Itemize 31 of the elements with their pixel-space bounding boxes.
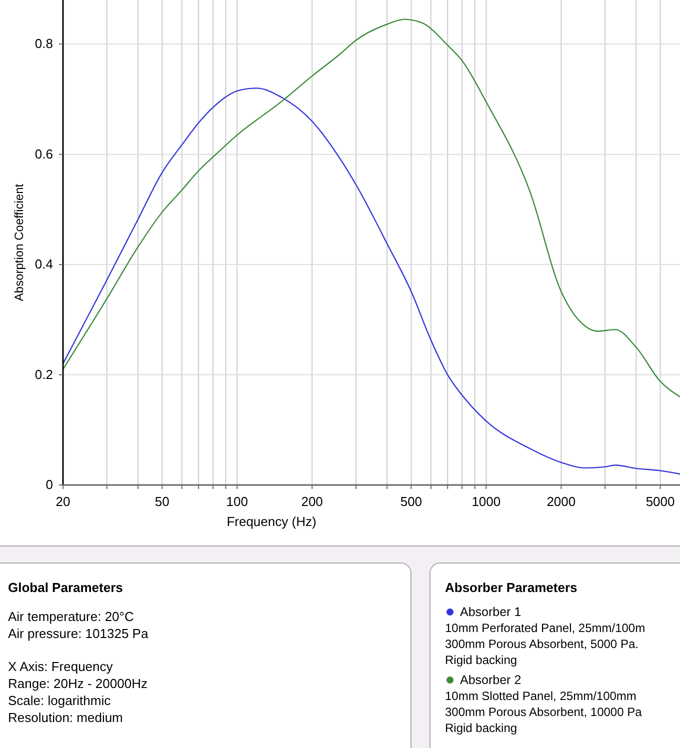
y-tick-label: 0.8 (34, 36, 53, 52)
text: Air temperature: 20°C (8, 609, 134, 624)
y-tick-label: 0 (46, 477, 53, 492)
text: Scale: logarithmic (8, 693, 112, 708)
x-tick-label: 50 (154, 494, 170, 509)
y-axis-title: Absorption Coefficient (12, 183, 26, 302)
x-tick-label: 5000 (646, 494, 675, 509)
x-tick-label: 200 (301, 494, 323, 509)
x-axis-title: Frequency (Hz) (226, 514, 316, 529)
text: X Axis: Frequency (8, 659, 114, 674)
x-tick-label: 100 (226, 494, 248, 509)
x-tick-label: 2000 (546, 494, 576, 509)
text: Global Parameters (8, 580, 123, 595)
text: 10mm Slotted Panel, 25mm/100mm (445, 689, 636, 703)
y-tick-label: 0.2 (34, 366, 53, 382)
text: 300mm Porous Absorbent, 10000 Pa (445, 705, 642, 719)
x-tick-label: 1000 (472, 494, 501, 509)
legend-title: Absorber Parameters (445, 580, 578, 595)
y-tick-label: 0.6 (34, 146, 53, 162)
x-tick-label: 20 (56, 494, 70, 509)
text: Resolution: medium (8, 710, 123, 725)
text: Range: 20Hz - 20000Hz (8, 676, 148, 691)
text: 300mm Porous Absorbent, 5000 Pa. (445, 637, 638, 651)
text: Rigid backing (445, 653, 518, 667)
text: Air pressure: 101325 Pa (8, 626, 149, 641)
x-tick-label: 500 (400, 494, 422, 509)
legend-label: Absorber 1 (460, 605, 522, 619)
y-tick-label: 0.4 (34, 256, 53, 272)
legend-label: Absorber 2 (460, 673, 522, 687)
text: Rigid backing (445, 721, 518, 735)
text: 10mm Perforated Panel, 25mm/100m (445, 621, 646, 635)
